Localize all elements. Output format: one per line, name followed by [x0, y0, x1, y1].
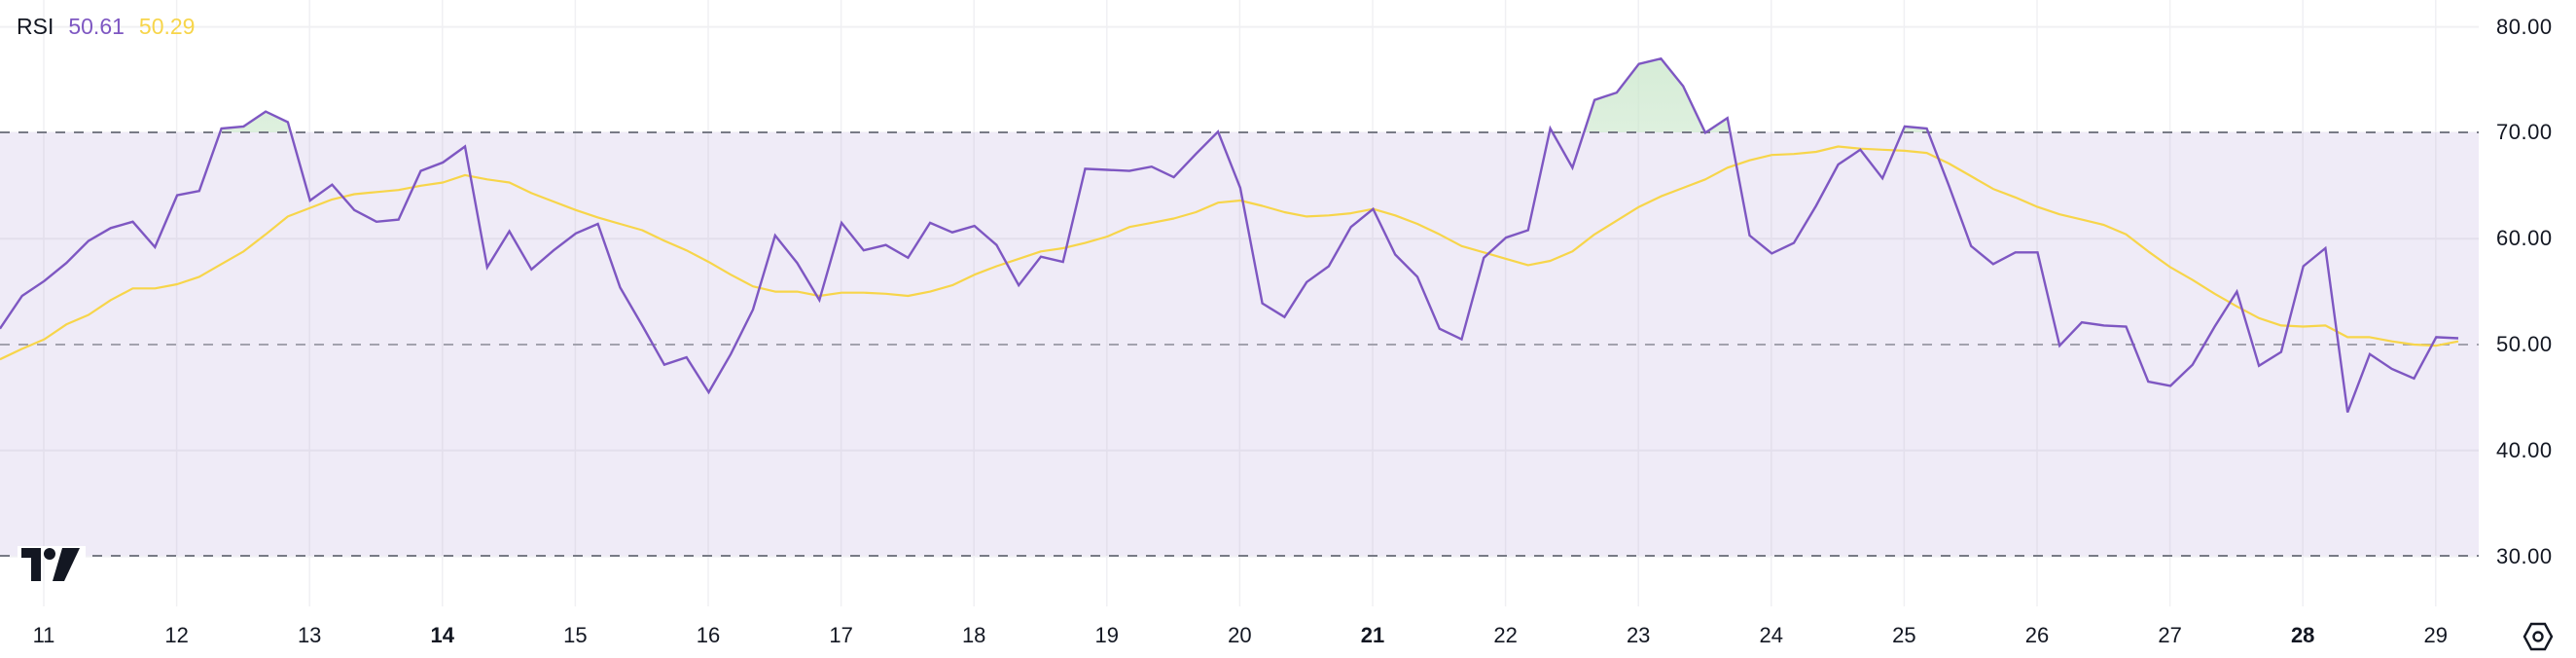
legend-rsi-value: 50.61 — [68, 14, 125, 39]
y-tick-label: 80.00 — [2496, 14, 2553, 39]
x-tick-label: 14 — [430, 623, 455, 647]
x-tick-label: 16 — [696, 623, 721, 647]
x-tick-label: 18 — [961, 623, 986, 647]
rsi-chart-plot[interactable] — [0, 0, 2479, 658]
x-tick-label: 21 — [1360, 623, 1385, 647]
x-tick-label: 12 — [164, 623, 189, 647]
tradingview-logo-icon[interactable] — [18, 546, 86, 583]
x-tick-label: 11 — [32, 623, 55, 647]
x-tick-label: 29 — [2423, 623, 2449, 647]
rsi-line — [0, 56, 2459, 414]
y-tick-label: 30.00 — [2496, 543, 2553, 568]
x-tick-label: 13 — [297, 623, 322, 647]
x-tick-label: 27 — [2158, 623, 2182, 647]
x-tick-label: 26 — [2024, 623, 2050, 647]
legend-ma-value: 50.29 — [138, 14, 196, 39]
x-tick-label: 24 — [1759, 623, 1784, 647]
x-tick-label: 19 — [1094, 623, 1120, 647]
x-tick-label: 20 — [1228, 623, 1252, 647]
x-tick-label: 23 — [1626, 623, 1651, 647]
chart-legend: RSI 50.61 50.29 — [17, 14, 209, 40]
y-tick-label: 40.00 — [2496, 437, 2553, 462]
y-tick-label: 70.00 — [2496, 120, 2553, 145]
vertical-gridlines-over-band — [0, 132, 2479, 556]
chart-settings-button[interactable] — [2522, 621, 2555, 652]
x-tick-label: 17 — [829, 623, 853, 647]
legend-title: RSI — [17, 14, 54, 39]
x-tick-label: 28 — [2290, 623, 2315, 647]
x-tick-label: 15 — [563, 623, 588, 647]
y-tick-label: 50.00 — [2496, 332, 2553, 356]
y-tick-label: 60.00 — [2496, 226, 2553, 251]
rsi-ma-line — [0, 145, 2459, 361]
x-tick-label: 22 — [1493, 623, 1518, 647]
hexagon-settings-icon — [2522, 622, 2554, 651]
x-tick-label: 25 — [1892, 623, 1916, 647]
